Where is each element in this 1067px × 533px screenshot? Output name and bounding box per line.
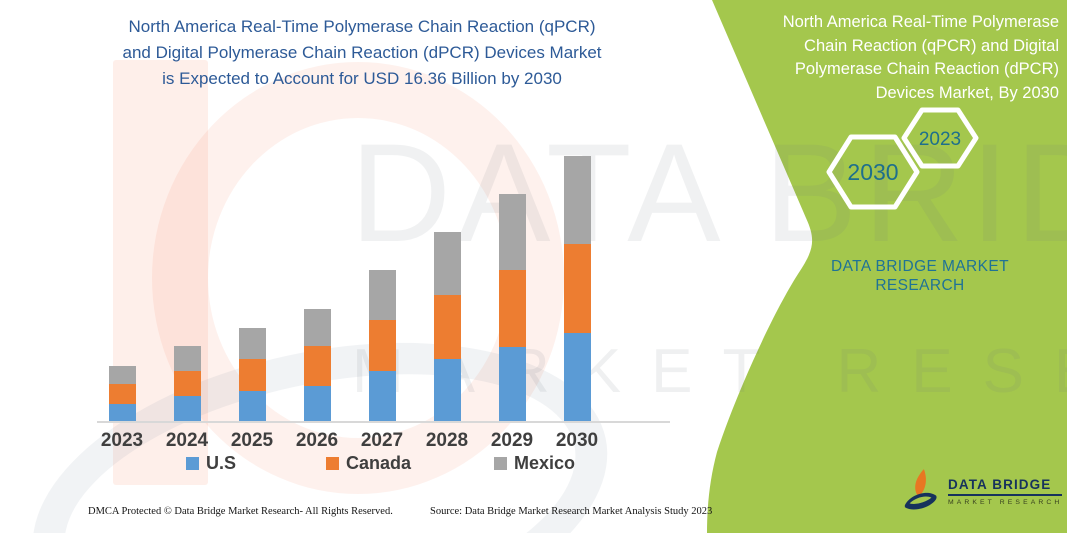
bar-segment-2025-mexico xyxy=(238,328,266,360)
data-bridge-logo: DATA BRIDGE MARKET RESEARCH xyxy=(902,468,1063,514)
side-panel-title: North America Real-Time Polymerase Chain… xyxy=(782,13,1059,102)
bar-segment-2028-mexico xyxy=(433,231,461,295)
bar-segment-2023-us xyxy=(108,403,136,421)
bar-segment-2027-mexico xyxy=(368,269,396,320)
legend-item-us: U.S xyxy=(186,453,236,474)
chart-title: North America Real-Time Polymerase Chain… xyxy=(122,17,602,88)
legend-item-mexico: Mexico xyxy=(494,453,575,474)
bar-segment-2024-mexico xyxy=(173,346,201,372)
bar-segment-2024-us xyxy=(173,396,201,421)
x-axis-label-2024: 2024 xyxy=(165,430,209,451)
legend-item-canada: Canada xyxy=(326,453,411,474)
hexagon-2023-label: 2023 xyxy=(919,129,961,150)
x-axis-label-2027: 2027 xyxy=(360,430,404,451)
bar-segment-2023-mexico xyxy=(108,366,136,385)
bar-segment-2024-canada xyxy=(173,371,201,397)
bar-segment-2025-us xyxy=(238,391,266,421)
legend-label-us: U.S xyxy=(206,453,237,473)
bar-segment-2026-canada xyxy=(303,346,331,386)
x-axis-label-2028: 2028 xyxy=(425,430,469,451)
bar-segment-2029-us xyxy=(498,346,526,421)
legend-label-canada: Canada xyxy=(346,453,412,473)
legend-swatch-us xyxy=(186,457,199,470)
x-axis-label-2023: 2023 xyxy=(100,430,144,451)
footer-source-text: Source: Data Bridge Market Research Mark… xyxy=(430,506,713,517)
x-axis-label-2029: 2029 xyxy=(490,430,534,451)
x-axis-line xyxy=(97,421,670,423)
logo-wordmark: DATA BRIDGE xyxy=(948,477,1063,496)
hexagon-2030 xyxy=(826,134,920,210)
bar-segment-2030-mexico xyxy=(563,156,591,245)
chart-legend: U.S Canada Mexico xyxy=(0,453,680,479)
bar-segment-2027-canada xyxy=(368,319,396,371)
legend-swatch-mexico xyxy=(494,457,507,470)
hexagon-2023 xyxy=(901,107,979,169)
data-bridge-logo-icon xyxy=(904,469,937,510)
x-axis-label-2030: 2030 xyxy=(555,430,599,451)
legend-swatch-canada xyxy=(326,457,339,470)
year-hexagons: 2023 2030 xyxy=(826,107,979,210)
x-axis-label-2026: 2026 xyxy=(295,430,339,451)
bar-segment-2025-canada xyxy=(238,359,266,392)
bar-segment-2026-us xyxy=(303,386,331,421)
bar-segment-2029-mexico xyxy=(498,194,526,271)
bar-segment-2028-canada xyxy=(433,294,461,359)
bar-segment-2030-us xyxy=(563,333,591,421)
logo-subtitle: MARKET RESEARCH xyxy=(948,498,1063,506)
legend-label-mexico: Mexico xyxy=(514,453,576,473)
bar-segment-2030-canada xyxy=(563,244,591,334)
bar-segment-2028-us xyxy=(433,358,461,421)
side-panel-brand-text: DATA BRIDGE MARKET RESEARCH xyxy=(830,258,1009,294)
hexagon-2030-label: 2030 xyxy=(847,159,898,185)
bar-segment-2026-mexico xyxy=(303,309,331,346)
bar-segment-2029-canada xyxy=(498,270,526,347)
footer-dmca-text: DMCA Protected © Data Bridge Market Rese… xyxy=(88,506,393,517)
bar-segment-2027-us xyxy=(368,370,396,421)
bar-segment-2023-canada xyxy=(108,384,136,404)
x-axis-label-2025: 2025 xyxy=(230,430,274,451)
